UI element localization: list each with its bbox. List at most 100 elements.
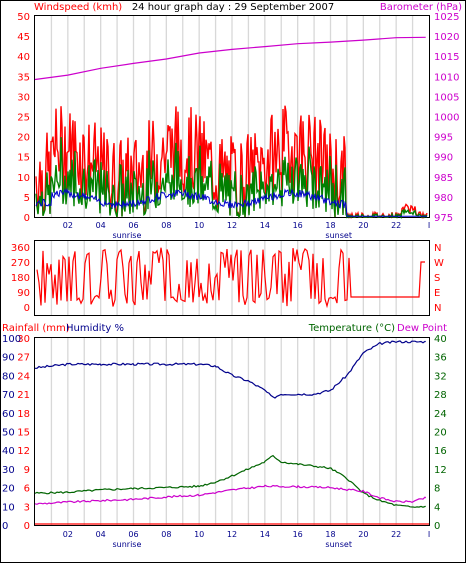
x-tick-label: 16 [293,221,303,230]
temperature-tick-label: 24 [434,409,447,420]
humidity-line [35,340,426,399]
temperature-tick-label: 8 [434,484,440,495]
x-tick-label: 04 [96,221,106,230]
y-right-tick-label: 1005 [434,92,459,103]
y-right-tick-label: 1015 [434,52,459,63]
x-tick-label: 14 [260,221,270,230]
direction-compass-label: N [434,243,441,254]
temperature-tick-label: 20 [434,428,447,439]
humidity-tick-label: 50 [2,428,15,439]
wind-speed-line [35,137,428,220]
y-right-tick-label: 995 [434,133,453,144]
direction-tick-label: 360 [11,243,30,254]
rainfall-tick-label: 27 [17,353,30,364]
temperature-tick-label: 16 [434,446,447,457]
y-tick-label: 45 [17,32,30,43]
x-tick-label: 06 [128,221,138,230]
direction-compass-label: W [434,258,444,269]
y-tick-label: 10 [17,173,30,184]
x-tick-label: 10 [194,221,204,230]
y-tick-label: 5 [24,193,30,204]
temperature-tick-label: 32 [434,371,447,382]
wind-direction-line [36,247,425,309]
y-tick-label: 50 [17,12,30,23]
direction-tick-label: 270 [11,258,30,269]
y-right-tick-label: 985 [434,173,453,184]
wind-average-line [35,187,427,217]
x-tick-label: 06 [128,530,138,539]
rainfall-tick-label: 30 [17,334,30,345]
y-right-tick-label: 1020 [434,32,459,43]
y-tick-label: 0 [24,213,30,224]
rainfall-tick-label: 12 [17,446,30,457]
y-tick-label: 30 [17,92,30,103]
barometer-line [34,36,426,81]
humidity-tick-label: 0 [2,521,8,532]
direction-tick-label: 180 [11,273,30,284]
barometer-label: Barometer (hPa) [380,2,462,13]
y-tick-label: 20 [17,133,30,144]
x-tick-label: 20 [358,221,368,230]
y-tick-label: 40 [17,52,30,63]
direction-tick-label: 90 [17,288,30,299]
rainfall-label: Rainfall (mm) [2,323,70,334]
rainfall-tick-label: 6 [24,484,30,495]
x-tick-label: 22 [391,530,401,539]
humidity-label: Humidity % [66,323,124,334]
y-right-tick-label: 990 [434,153,453,164]
humidity-tick-label: 90 [2,353,15,364]
temperature-tick-label: 36 [434,353,447,364]
rainfall-tick-label: 3 [24,502,30,513]
x-tick-label: 16 [293,530,303,539]
y-right-tick-label: 1010 [434,72,459,83]
temperature-tick-label: 0 [434,521,440,532]
y-tick-label: 35 [17,72,30,83]
humidity-tick-label: 80 [2,371,15,382]
temperature-tick-label: 40 [434,334,447,345]
temperature-tick-label: 12 [434,465,447,476]
humidity-tick-label: 70 [2,390,15,401]
y-right-tick-label: 1000 [434,113,459,124]
direction-tick-label: 0 [24,303,30,314]
temperature-tick-label: 28 [434,390,447,401]
x-tick-label: 08 [161,221,171,230]
direction-compass-label: S [434,273,440,284]
sunrise-label-bottom: sunrise [112,540,141,549]
x-tick-label: 18 [325,221,335,230]
humidity-tick-label: 20 [2,484,15,495]
humidity-tick-label: 10 [2,502,15,513]
x-tick-label: 12 [227,221,237,230]
chart-title: 24 hour graph day : 29 September 2007 [132,2,334,13]
direction-compass-label: E [434,288,440,299]
x-tick-label: 08 [161,530,171,539]
x-tick-label: 04 [96,530,106,539]
temperature-line [34,454,426,508]
humidity-tick-label: 30 [2,465,15,476]
x-tick-label: I [428,221,430,230]
x-tick-label: I [428,530,430,539]
x-tick-label: 02 [63,530,73,539]
x-tick-label: 18 [325,530,335,539]
temperature-tick-label: 4 [434,502,440,513]
windspeed-label: Windspeed (kmh) [34,2,122,13]
x-tick-label: 20 [358,530,368,539]
rainfall-tick-label: 0 [24,521,30,532]
y-tick-label: 25 [17,113,30,124]
rainfall-tick-label: 18 [17,409,30,420]
y-tick-label: 15 [17,153,30,164]
x-tick-label: 22 [391,221,401,230]
dewpoint-line [34,484,427,505]
temperature-label: Temperature (°C) [308,323,395,334]
rainfall-tick-label: 24 [17,371,30,382]
direction-compass-label: N [434,303,441,314]
rainfall-tick-label: 9 [24,465,30,476]
x-tick-label: 14 [260,530,270,539]
sunset-label: sunset [325,231,352,240]
dewpoint-label: Dew Point [397,323,447,334]
humidity-tick-label: 60 [2,409,15,420]
sunrise-label: sunrise [112,231,141,240]
x-tick-label: 02 [63,221,73,230]
y-right-tick-label: 1025 [434,12,459,23]
